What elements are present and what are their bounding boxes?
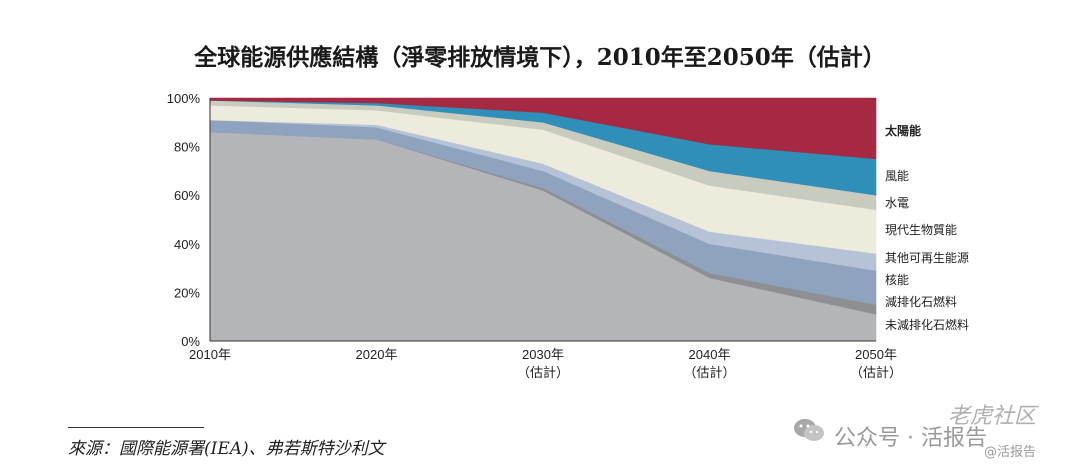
y-tick-label: 0% [181,334,200,349]
x-tick-label: 2030年 [522,347,564,362]
axes [209,98,876,342]
legend-entry: 水電 [885,196,909,210]
x-tick-sublabel: （估計） [683,365,735,380]
y-tick-labels: 0% 20% 40% 60% 80% 100% [167,91,201,349]
watermark-account: 公众号 · 活报告 [834,426,987,451]
x-tick-labels: 2010年 2020年 2030年 （估計） 2040年 （估計） 2050年 （估計） [189,347,902,380]
legend-entry: 核能 [885,273,909,287]
wechat-icon [794,419,824,441]
source-note: 來源：國際能源署(IEA)、弗若斯特沙利文 [68,439,385,459]
legend-entry: 減排化石燃料 [885,294,957,309]
chart-title: 全球能源供應結構（淨零排放情境下），2010年至2050年（估計） [194,44,886,71]
x-tick-sublabel: （估計） [517,365,569,380]
x-tick-label: 2040年 [689,347,731,362]
y-tick-label: 20% [174,285,200,300]
area-layers [209,97,877,342]
x-tick-label: 2020年 [356,347,398,362]
legend-entry: 太陽能 [885,123,921,138]
watermark-tag: @活报告 [984,445,1037,460]
legend-entry: 未減排化石燃料 [885,317,969,332]
y-tick-label: 40% [174,237,200,252]
x-tick-sublabel: （估計） [850,365,902,380]
legend-entry: 風能 [885,169,909,183]
legend-entry: 現代生物質能 [885,222,957,237]
x-tick-label: 2050年 [855,347,897,362]
watermark-community: 老虎社区 [948,404,1037,429]
y-tick-label: 80% [174,140,200,155]
area-series-7 [209,97,877,160]
y-tick-label: 100% [167,91,201,106]
y-tick-label: 60% [174,188,200,203]
source-divider [68,427,204,428]
x-tick-label: 2010年 [189,347,231,362]
legend-entry: 其他可再生能源 [885,251,969,265]
